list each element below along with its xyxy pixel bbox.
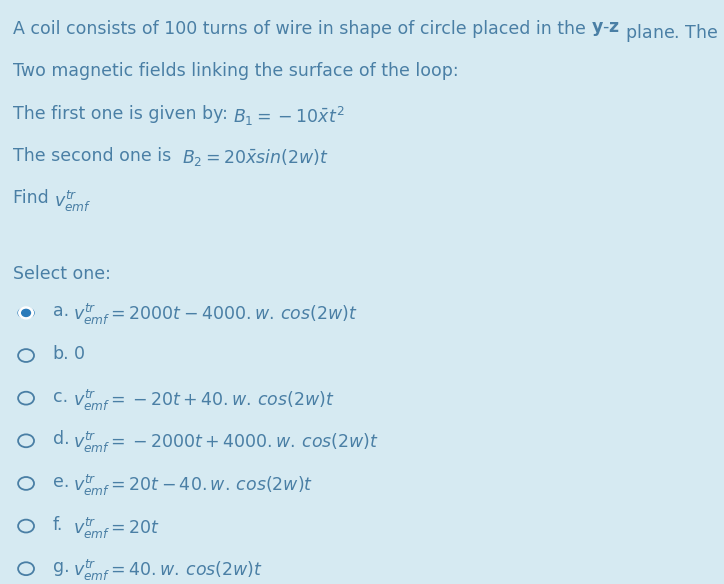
Ellipse shape bbox=[18, 520, 34, 533]
Ellipse shape bbox=[18, 349, 34, 362]
Ellipse shape bbox=[22, 310, 30, 317]
Text: $v^{tr}_{emf} = 2000t - 4000.w.\, cos(2w)t$: $v^{tr}_{emf} = 2000t - 4000.w.\, cos(2w… bbox=[73, 303, 358, 328]
Ellipse shape bbox=[18, 477, 34, 490]
Text: Two magnetic fields linking the surface of the loop:: Two magnetic fields linking the surface … bbox=[13, 62, 459, 81]
Text: f.: f. bbox=[53, 516, 63, 534]
Text: $v^{tr}_{emf} = 20t$: $v^{tr}_{emf} = 20t$ bbox=[73, 516, 160, 541]
Text: g.: g. bbox=[53, 558, 70, 576]
Text: $B_1 = -10\bar{x}t^2$: $B_1 = -10\bar{x}t^2$ bbox=[233, 105, 345, 128]
Text: e.: e. bbox=[53, 473, 70, 491]
Text: b.: b. bbox=[53, 345, 70, 363]
Text: d.: d. bbox=[53, 430, 70, 449]
Text: $v^{tr}_{emf} = 20t - 40.w.\, cos(2w)t$: $v^{tr}_{emf} = 20t - 40.w.\, cos(2w)t$ bbox=[73, 473, 313, 498]
Ellipse shape bbox=[18, 392, 34, 405]
Ellipse shape bbox=[18, 308, 34, 318]
Text: The second one is: The second one is bbox=[13, 147, 182, 165]
Text: $B_2 = 20\bar{x}sin(2w)t$: $B_2 = 20\bar{x}sin(2w)t$ bbox=[182, 147, 329, 168]
Text: Find: Find bbox=[13, 189, 54, 207]
Text: $v^{tr}_{emf} = -2000t + 4000.w.\, cos(2w)t$: $v^{tr}_{emf} = -2000t + 4000.w.\, cos(2… bbox=[73, 430, 379, 456]
Text: a.: a. bbox=[53, 303, 69, 321]
Text: $v^{tr}_{emf} = 40.w.\, cos(2w)t$: $v^{tr}_{emf} = 40.w.\, cos(2w)t$ bbox=[73, 558, 264, 583]
Text: c.: c. bbox=[53, 388, 68, 406]
Text: Select one:: Select one: bbox=[13, 265, 111, 283]
Ellipse shape bbox=[19, 307, 33, 319]
Text: $\bf{y}$-$\bf{z}$: $\bf{y}$-$\bf{z}$ bbox=[592, 20, 620, 39]
Text: A coil consists of 100 turns of wire in shape of circle placed in the: A coil consists of 100 turns of wire in … bbox=[13, 20, 592, 39]
Ellipse shape bbox=[18, 562, 34, 575]
Text: $v^{tr}_{emf} = -20t + 40.w.\, cos(2w)t$: $v^{tr}_{emf} = -20t + 40.w.\, cos(2w)t$ bbox=[73, 388, 334, 413]
Text: $v^{tr}_{emf}$: $v^{tr}_{emf}$ bbox=[54, 189, 92, 214]
Text: The first one is given by:: The first one is given by: bbox=[13, 105, 233, 123]
Text: plane. The loop has an area of  $1m^2$: plane. The loop has an area of $1m^2$ bbox=[620, 20, 724, 44]
Text: $0$: $0$ bbox=[73, 345, 85, 363]
Ellipse shape bbox=[18, 434, 34, 447]
